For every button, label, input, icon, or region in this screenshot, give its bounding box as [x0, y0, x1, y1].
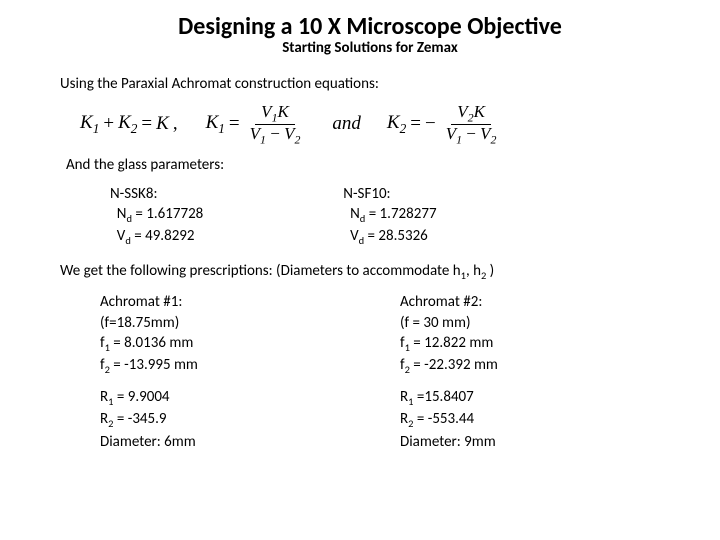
- glass-row: N-SSK8: Nd = 1.617728 Vd = 49.8292 N-SF1…: [110, 184, 680, 249]
- achromat2-r1: R1 =15.8407: [400, 387, 580, 409]
- k1-fraction: V1K V1 − V2: [244, 103, 307, 146]
- glass-block-2: N-SF10: Nd = 1.728277 Vd = 28.5326: [343, 184, 436, 249]
- achromat2-title: Achromat #2:: [400, 292, 580, 312]
- k2-fraction: V2K V1 − V2: [440, 103, 503, 146]
- achromat2-f1: f1 = 12.822 mm: [400, 333, 580, 355]
- glass2-name: N-SF10:: [343, 184, 436, 204]
- eq-k1: K1 = V1K V1 − V2: [206, 103, 307, 146]
- presc-intro: We get the following prescriptions: (Dia…: [60, 262, 680, 282]
- glass-block-1: N-SSK8: Nd = 1.617728 Vd = 49.8292: [110, 184, 203, 249]
- achromat1-r2: R2 = -345.9: [100, 409, 280, 431]
- eq-k2: K2 = − V2K V1 − V2: [387, 103, 503, 146]
- achromat1-f: (f=18.75mm): [100, 313, 280, 333]
- intro-line: Using the Paraxial Achromat construction…: [60, 75, 680, 93]
- achromat2-f2: f2 = -22.392 mm: [400, 355, 580, 377]
- glass-intro: And the glass parameters:: [66, 156, 680, 174]
- achromat-2: Achromat #2: (f = 30 mm) f1 = 12.822 mm …: [400, 292, 580, 451]
- glass1-nd: Nd = 1.617728: [110, 204, 203, 226]
- glass2-nd: Nd = 1.728277: [343, 204, 436, 226]
- slide-page: Designing a 10 X Microscope Objective St…: [0, 0, 720, 472]
- achromat-1: Achromat #1: (f=18.75mm) f1 = 8.0136 mm …: [100, 292, 280, 451]
- achromat1-diam: Diameter: 6mm: [100, 432, 280, 452]
- achromat1-f2: f2 = -13.995 mm: [100, 355, 280, 377]
- achromat1-title: Achromat #1:: [100, 292, 280, 312]
- achromat1-f1: f1 = 8.0136 mm: [100, 333, 280, 355]
- eq-and: and: [332, 113, 361, 135]
- page-subtitle: Starting Solutions for Zemax: [60, 39, 680, 57]
- achromat2-f: (f = 30 mm): [400, 313, 580, 333]
- eq-sum: K1 + K2 = K ,: [80, 112, 178, 137]
- prescription-row: Achromat #1: (f=18.75mm) f1 = 8.0136 mm …: [100, 292, 680, 451]
- glass2-vd: Vd = 28.5326: [343, 226, 436, 248]
- achromat2-diam: Diameter: 9mm: [400, 432, 580, 452]
- achromat2-r2: R2 = -553.44: [400, 409, 580, 431]
- glass1-vd: Vd = 49.8292: [110, 226, 203, 248]
- glass1-name: N-SSK8:: [110, 184, 203, 204]
- equation-row: K1 + K2 = K , K1 = V1K V1 − V2 and K2 =: [80, 103, 680, 146]
- achromat1-r1: R1 = 9.9004: [100, 387, 280, 409]
- page-title: Designing a 10 X Microscope Objective: [60, 12, 680, 41]
